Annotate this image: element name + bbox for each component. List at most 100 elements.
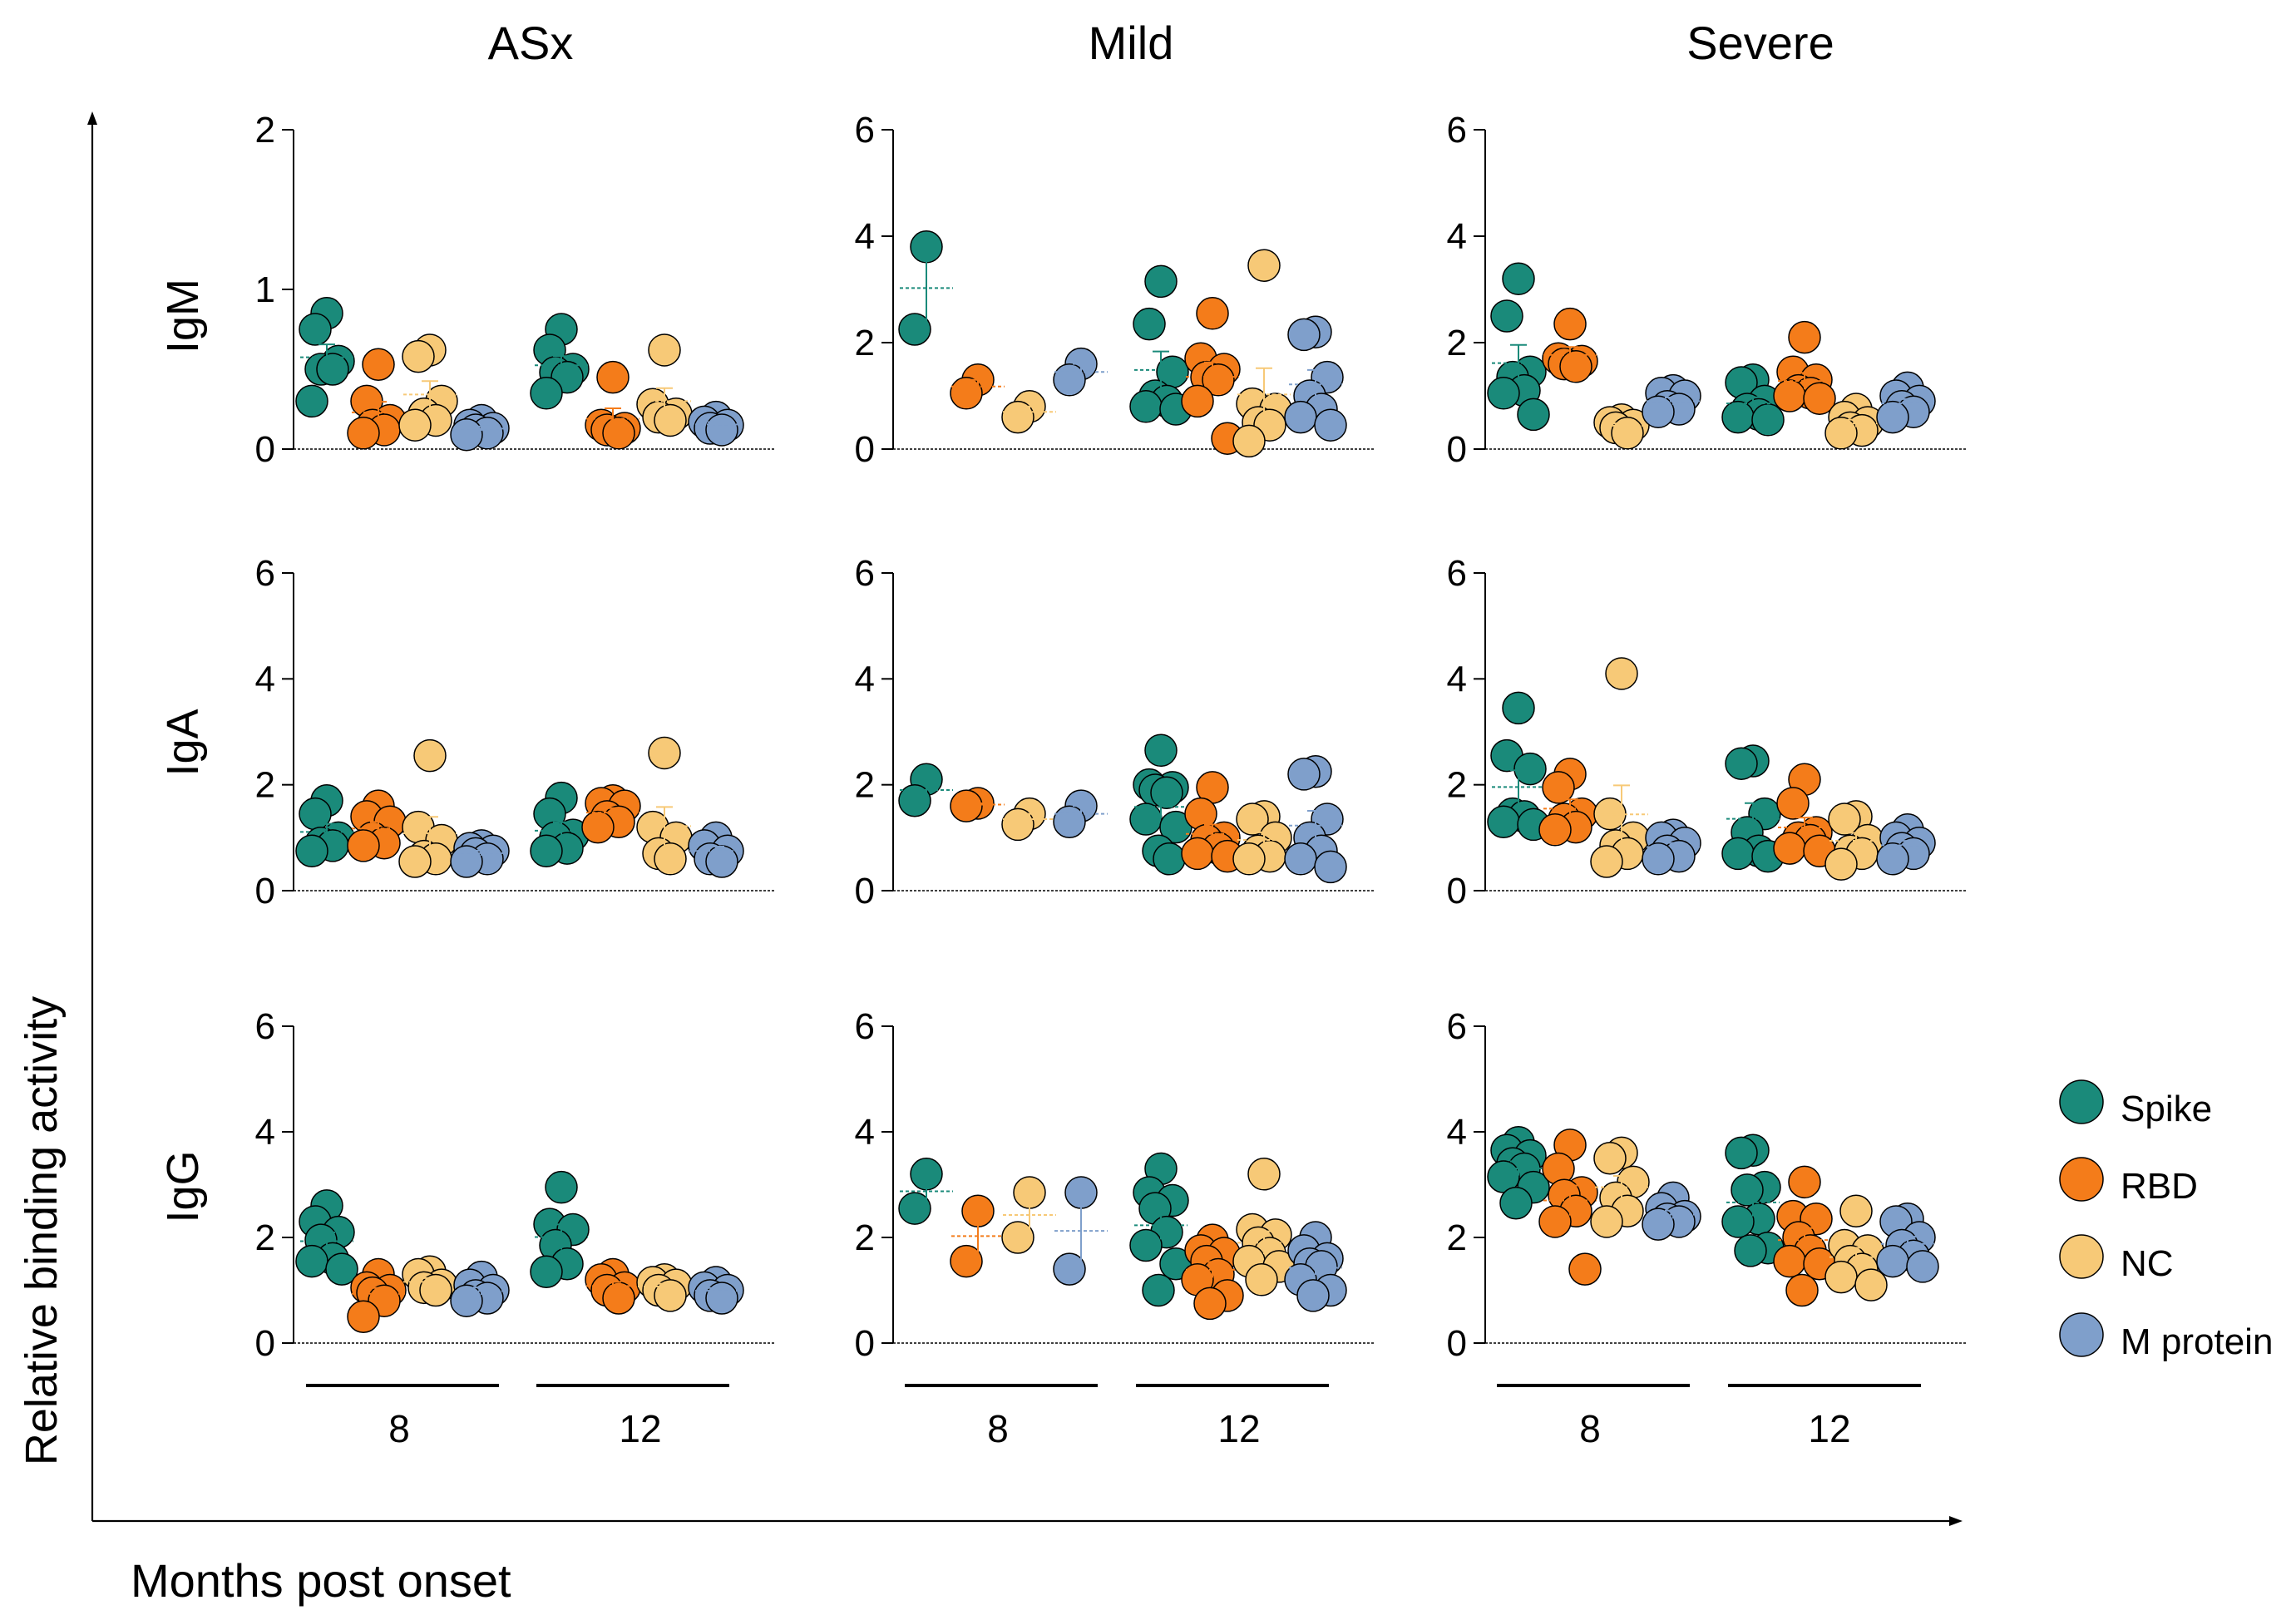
panel-igm-mild-12-m-protein-point xyxy=(1284,400,1317,434)
panel-igg-mild-y-tick-label: 6 xyxy=(855,1006,875,1047)
panel-iga-asx-y-tick-label: 2 xyxy=(255,765,275,806)
panel-igg-mild-12-nc-point xyxy=(1245,1263,1278,1296)
panel-iga-mild-y-tick-label: 6 xyxy=(855,553,875,594)
legend-label-rbd: RBD xyxy=(2121,1166,2198,1207)
row-title-iga: IgA xyxy=(158,709,208,776)
panel-igg-severe-12-nc-point xyxy=(1854,1268,1888,1301)
panel-igg-asx-12-rbd-point xyxy=(602,1282,635,1315)
panel-iga-mild: 0 2 4 6 xyxy=(855,553,1374,911)
panel-igg-severe: 0 2 4 6 xyxy=(1447,1006,1966,1364)
panel-iga-severe-8-spike-point xyxy=(1487,805,1520,838)
panel-igg-severe-8-nc-point xyxy=(1593,1142,1627,1175)
panel-igm-asx-y-tick-label: 1 xyxy=(255,269,275,310)
panel-igm-severe-12-m-protein-point xyxy=(1876,400,1909,434)
panel-igg-severe-y-tick-label: 2 xyxy=(1447,1217,1467,1258)
x-axis-title: Months post onset xyxy=(131,1554,511,1607)
panel-igm-asx-y-tick-label: 2 xyxy=(255,110,275,151)
panel-igm-severe-12-rbd-point xyxy=(1788,320,1821,354)
panel-igm-asx-12-nc-point xyxy=(648,333,681,367)
panel-igg-severe-y-tick-label: 0 xyxy=(1447,1323,1467,1364)
panel-iga-severe-y-tick-label: 6 xyxy=(1447,553,1467,594)
panel-igm-severe-y-tick-label: 6 xyxy=(1447,110,1467,151)
panel-igg-mild-8-nc-point xyxy=(1001,1221,1034,1254)
panel-igm-mild-12-spike-point xyxy=(1144,264,1178,299)
panel-iga-mild-8-rbd-point xyxy=(950,789,983,822)
panel-iga-severe-12-spike-point xyxy=(1725,747,1758,780)
panel-igm-severe-8-spike-point xyxy=(1502,262,1535,295)
row-title-igm: IgM xyxy=(158,279,208,353)
panel-iga-asx-8-spike-point xyxy=(295,834,328,867)
panel-iga-asx-y-tick-label: 0 xyxy=(255,871,275,911)
panel-igg-asx-8-spike-point xyxy=(325,1252,358,1286)
panels: 0 1 2 0 2 4 6 0 2 4 6 0 2 4 6 0 2 4 6 0 2 4 6 0 2 4 6 0 2 4 6 0 2 4 6 xyxy=(255,110,1966,1364)
panel-igm-severe-12-rbd-point xyxy=(1803,382,1836,415)
panel-igm-severe-12-spike-point xyxy=(1721,400,1755,434)
panel-iga-asx-12-spike-point xyxy=(530,834,563,867)
panel-igm-mild-y-tick-label: 2 xyxy=(855,323,875,363)
panel-iga-severe-12-spike-point xyxy=(1721,837,1755,871)
panel-iga-mild-12-spike-point xyxy=(1150,776,1183,809)
panel-igg-severe-12-nc-point xyxy=(1839,1194,1873,1227)
panel-igg-mild-8-spike-point xyxy=(898,1192,931,1225)
panel-igm-severe-12-spike-point xyxy=(1751,403,1785,437)
panel-igm-severe-8-spike-point xyxy=(1490,299,1523,333)
panel-igg-mild-12-rbd-point xyxy=(1193,1287,1227,1321)
time-label-mild-12: 12 xyxy=(1217,1407,1260,1450)
panel-iga-asx-y-tick-label: 4 xyxy=(255,659,275,699)
legend-marker-spike xyxy=(2059,1079,2104,1124)
panel-iga-severe-8-m-protein-point xyxy=(1642,842,1675,876)
panel-igg-severe-8-nc-point xyxy=(1590,1205,1623,1238)
panel-iga-asx-y-tick-label: 6 xyxy=(255,553,275,594)
panel-igm-mild-12-nc-point xyxy=(1247,249,1281,282)
panel-igm-severe: 0 2 4 6 xyxy=(1447,110,1966,470)
panel-iga-asx-12-nc-point xyxy=(654,842,687,876)
panel-igg-asx-12-spike-point xyxy=(545,1170,578,1204)
panel-igm-asx-8-m-protein-point xyxy=(450,417,483,452)
panel-iga-mild-12-rbd-point xyxy=(1181,837,1214,871)
panel-igg-severe-8-m-protein-point xyxy=(1642,1208,1675,1241)
panel-igm-asx-12-spike-point xyxy=(530,377,563,410)
panel-igm-severe-8-rbd-point xyxy=(1553,307,1587,341)
panel-igm-asx-8-spike-point xyxy=(299,313,332,346)
panel-igm-severe-y-tick-label: 4 xyxy=(1447,216,1467,257)
panel-iga-severe-12-rbd-point xyxy=(1776,787,1810,820)
panel-igg-severe-12-rbd-point xyxy=(1788,1165,1821,1199)
panel-iga-mild-12-spike-point xyxy=(1144,733,1178,768)
panel-igg-mild-y-tick-label: 4 xyxy=(855,1112,875,1153)
panel-igg-severe-12-spike-point xyxy=(1731,1173,1764,1207)
legend: Spike RBD NC M protein xyxy=(2059,1079,2273,1362)
panel-iga-severe-y-tick-label: 4 xyxy=(1447,659,1467,699)
panel-iga-asx: 0 2 4 6 xyxy=(255,553,774,911)
panel-igg-mild-12-nc-point xyxy=(1247,1158,1281,1191)
panel-igm-asx-12-rbd-point xyxy=(602,417,635,450)
legend-label-spike: Spike xyxy=(2121,1089,2212,1129)
panel-iga-mild-8-spike-point xyxy=(898,784,931,817)
panel-igg-asx-y-tick-label: 6 xyxy=(255,1006,275,1047)
panel-iga-mild-12-spike-point xyxy=(1153,842,1186,876)
panel-igm-severe-12-nc-point xyxy=(1824,417,1858,450)
legend-marker-m-protein xyxy=(2059,1312,2104,1357)
time-label-mild-8: 8 xyxy=(987,1407,1009,1450)
global-y-axis-arrow xyxy=(87,111,97,125)
panel-igg-severe-12-m-protein-point xyxy=(1906,1250,1939,1283)
panel-igg-severe-12-spike-point xyxy=(1734,1234,1767,1267)
column-title-severe: Severe xyxy=(1686,17,1834,69)
panel-igm-mild-12-nc-point xyxy=(1232,424,1266,458)
panel-iga-severe-8-rbd-point xyxy=(1538,813,1572,847)
panel-igg-asx-8-m-protein-point xyxy=(450,1284,483,1317)
panel-igg-mild-12-spike-point xyxy=(1129,1228,1163,1262)
panel-igm-mild-y-tick-label: 6 xyxy=(855,110,875,151)
panel-igm-asx-8-rbd-point xyxy=(362,348,395,381)
panel-iga-asx-8-nc-point xyxy=(413,738,447,773)
panel-iga-severe: 0 2 4 6 xyxy=(1447,553,1966,911)
panel-iga-severe-8-nc-point xyxy=(1605,657,1638,690)
panel-igm-severe-8-spike-point xyxy=(1487,377,1520,410)
column-title-mild: Mild xyxy=(1089,17,1174,69)
panel-iga-severe-y-tick-label: 2 xyxy=(1447,765,1467,806)
panel-igm-asx-y-tick-label: 0 xyxy=(255,429,275,470)
panel-igm-severe-12-rbd-point xyxy=(1773,379,1806,412)
panel-igg-asx-8-spike-point xyxy=(295,1244,328,1278)
panel-igm-mild-8-rbd-point xyxy=(950,377,983,410)
time-label-asx-12: 12 xyxy=(619,1407,661,1450)
panel-iga-severe-12-nc-point xyxy=(1828,803,1861,836)
